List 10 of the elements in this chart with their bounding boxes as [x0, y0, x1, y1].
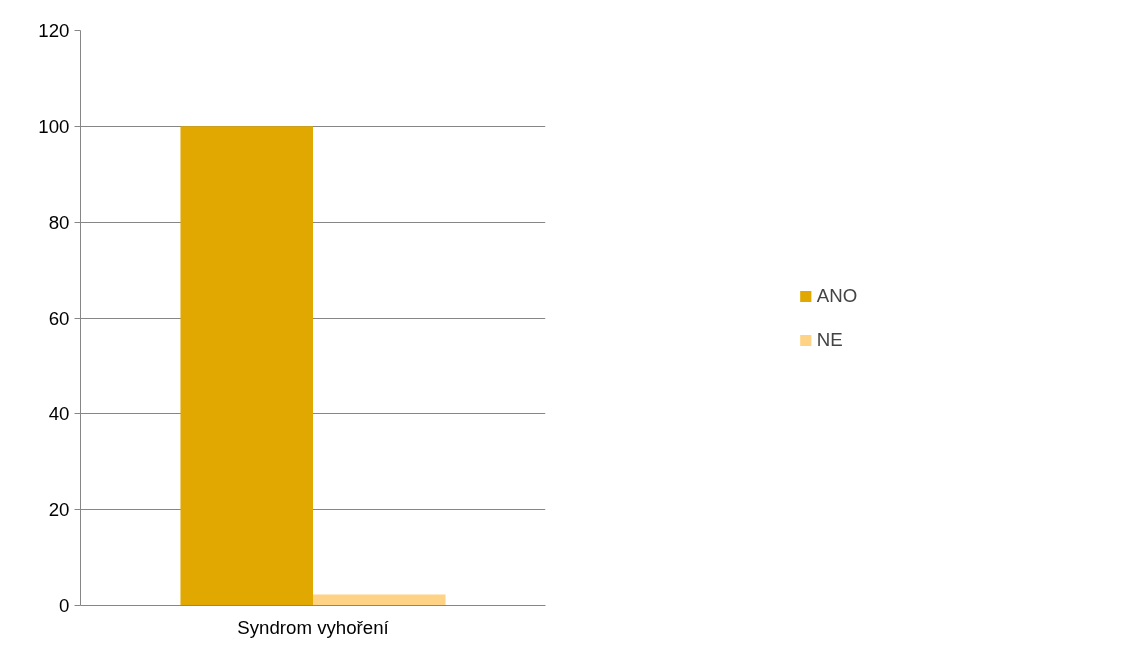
y-tick-label: 120	[38, 20, 70, 41]
y-tick-label: 20	[48, 499, 70, 521]
legend-label: ANO	[816, 284, 858, 307]
y-tick-label: 40	[48, 403, 70, 425]
y-tick-label: 100	[38, 115, 70, 137]
y-tick-label: 60	[48, 307, 70, 329]
y-tick-label: 80	[48, 211, 70, 233]
legend-label: NE	[816, 328, 843, 351]
x-tick-label: Syndrom vyhoření	[237, 616, 390, 638]
y-tick-label: 0	[59, 595, 70, 616]
